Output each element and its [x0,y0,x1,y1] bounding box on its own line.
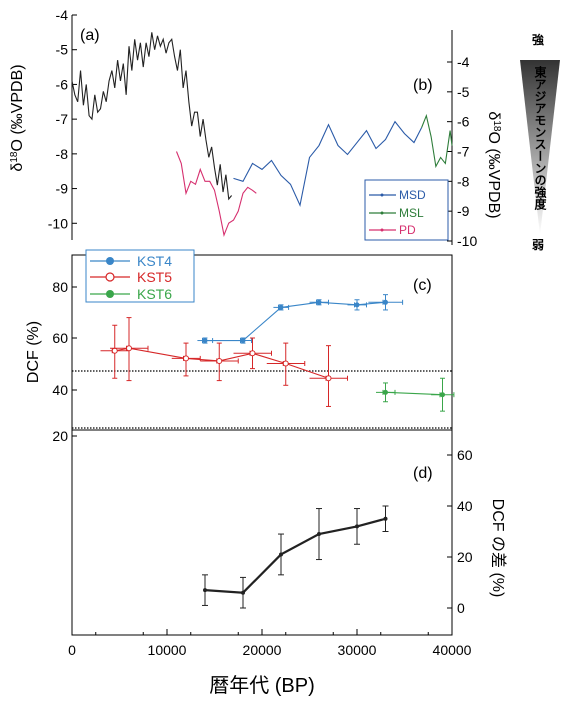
panel-c-point-kst5 [126,345,132,352]
panel-c-point-kst4 [354,302,360,308]
panel-a-series [71,32,233,201]
panel-d-yaxis: 0 20 40 60 [447,447,473,616]
panel-b-series [175,113,453,237]
panel-c-point-kst4 [383,299,388,305]
panel-c-ytick-label: 80 [52,279,68,295]
panel-d-ytick-label: 0 [457,600,465,616]
panel-b-ytick-label: -4 [457,54,470,70]
panel-a-ytick-label: -5 [56,42,69,58]
panel-d-point [317,532,321,537]
panel-ab-frame [71,15,453,245]
panel-a-ytick-label: -4 [56,7,69,23]
panel-a: (a) δ18O (‰VPDB) -4 -5 -6 -7 -8 -9 -10 [9,7,233,231]
panel-b-ytick-label: -10 [457,233,477,249]
panel-a-yaxis: -4 -5 -6 -7 -8 -9 -10 [48,7,77,231]
x-tick-label: 40000 [433,642,472,658]
x-tick-label: 0 [68,642,76,658]
panel-d-point [355,524,359,529]
panel-c-point-kst4 [316,299,322,305]
monsoon-gradient-triangle [520,60,560,235]
x-tick-label: 20000 [243,642,282,658]
panel-c-label: (c) [413,277,432,294]
panel-a-ytick-label: -9 [56,181,69,197]
panel-d-ylabel: DCF の差 (%) [489,499,507,598]
legend-label-msd: MSD [399,188,426,202]
legend-item-msl: MSL [369,206,424,220]
monsoon-weak-label: 弱 [532,237,544,252]
panel-d-point [383,516,388,521]
legend-label-kst4: KST4 [137,253,172,269]
panel-b-ytick-label: -8 [457,173,470,189]
panel-a-ytick-label: -8 [56,146,69,162]
legend-item-msd: MSD [369,188,426,202]
legend-item-kst4: KST4 [90,253,172,269]
monsoon-indicator: 強 弱 東アジアモンスーンの強度 [520,32,560,252]
monsoon-strong-label: 強 [532,32,544,47]
legend-label-msl: MSL [399,206,424,220]
x-axis-title: 暦年代 (BP) [209,674,315,697]
legend-item-kst5: KST5 [90,269,172,285]
panel-b-legend: MSD MSL PD [364,179,449,241]
legend-label-kst5: KST5 [137,269,172,285]
panel-b-yaxis: -4 -5 -6 -7 -8 -9 -10 [447,54,477,249]
panel-a-ytick-label: -10 [48,215,68,231]
panel-d-point [241,590,245,595]
panel-b-ytick-label: -9 [457,203,470,219]
panel-d-point [203,588,207,593]
panel-b-series-msd [233,120,423,207]
legend-label-kst6: KST6 [137,286,172,302]
panel-c-point-kst4 [202,338,208,344]
panel-b-ytick-label: -6 [457,114,470,130]
panel-c-ytick-label: 60 [52,330,68,346]
legend-label-pd: PD [399,223,416,237]
panel-a-series-line [71,32,233,201]
panel-c-point-kst5 [183,355,189,362]
panel-c-point-kst6 [440,392,445,398]
panel-c-series [100,294,455,412]
panel-c-point-kst5 [282,360,289,367]
panel-d-point [279,552,283,557]
panel-d-ytick-label: 40 [457,498,473,514]
panel-c-point-kst5 [216,357,223,364]
legend-item-kst6: KST6 [90,286,172,302]
panel-b-series-pd [175,151,257,237]
panel-c-line-kst4 [205,301,386,342]
monsoon-title: 東アジアモンスーンの強度 [533,65,547,211]
legend-item-pd: PD [369,223,416,237]
panel-c-ytick-label: 40 [52,382,68,398]
panel-b-series-msl [421,113,453,169]
x-axis: 暦年代 (BP) 0 10000 20000 30000 40000 [68,629,472,697]
panel-c: (c) DCF (%) 20 40 60 80 KST4 KST5 KST6 [25,249,455,444]
x-tick-label: 10000 [148,642,187,658]
panel-c-point-kst4 [278,304,284,310]
panel-d-ytick-label: 20 [457,549,473,565]
panel-c-point-kst4 [240,338,246,344]
panel-d-line [204,517,386,594]
panel-b-ytick-label: -7 [457,144,470,160]
panel-c-point-kst5 [249,350,256,357]
panel-b-ylabel: δ18O (‰VPDB) [485,111,502,218]
panel-a-ytick-label: -6 [56,76,69,92]
panel-c-point-kst6 [383,389,388,395]
panel-d-series [202,505,389,609]
panel-d: (d) DCF の差 (%) 0 20 40 60 [71,429,507,636]
panel-a-ylabel: δ18O (‰VPDB) [9,64,26,171]
panel-b-label: (b) [413,77,433,94]
panel-d-ytick-label: 60 [457,447,473,463]
panel-d-label: (d) [413,465,433,482]
panel-c-ylabel: DCF (%) [25,321,42,383]
x-tick-label: 30000 [338,642,377,658]
panel-c-point-kst5 [111,347,118,354]
panel-c-legend: KST4 KST5 KST6 [85,249,195,303]
panel-c-point-kst5 [325,375,332,382]
panel-b: (b) δ18O (‰VPDB) -4 -5 -6 -7 -8 -9 -10 MSD MSL… [175,54,502,249]
panel-c-ytick-label: 20 [52,428,68,444]
panel-b-ytick-label: -5 [457,84,470,100]
panel-a-ytick-label: -7 [56,111,69,127]
panel-c-yaxis: 20 40 60 80 [52,279,77,444]
panel-a-label: (a) [80,27,100,44]
